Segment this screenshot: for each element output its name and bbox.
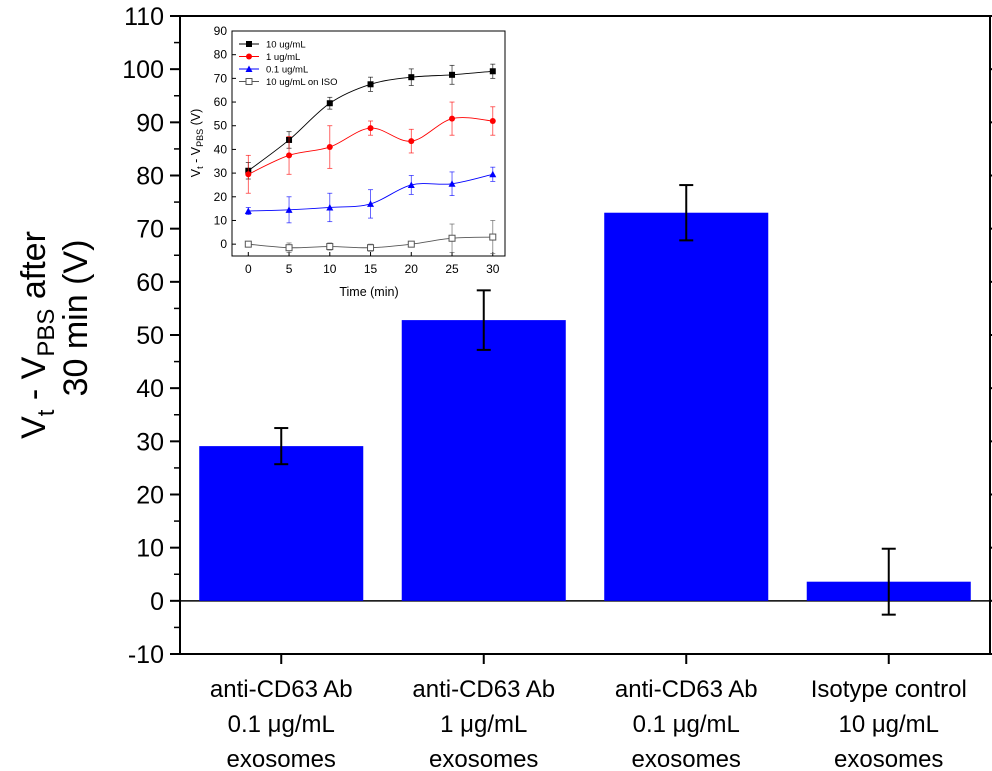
- inset-marker-circle: [367, 125, 374, 132]
- main-y-tick-label: 80: [136, 163, 164, 191]
- main-y-tick-label: 70: [136, 216, 164, 244]
- inset-marker-triangle: [244, 207, 252, 214]
- inset-legend-label: 0.1 ug/mL: [266, 65, 308, 76]
- main-y-tick-label: 0: [150, 588, 164, 616]
- inset-legend-label: 10 ug/mL: [266, 40, 306, 51]
- inset-marker-square: [408, 74, 415, 81]
- inset-marker-circle: [326, 144, 333, 151]
- inset-marker-square: [449, 71, 456, 78]
- inset-marker-open-square: [489, 233, 497, 241]
- category-label: exosomes: [227, 746, 336, 771]
- category-label: exosomes: [834, 746, 943, 771]
- bars: [199, 184, 971, 616]
- inset-y-tick-label: 30: [214, 166, 228, 180]
- inset-marker-open-square: [285, 244, 293, 252]
- main-y-tick-label: 50: [136, 322, 164, 350]
- inset-marker-open-square: [326, 243, 334, 251]
- inset-marker-square: [326, 100, 333, 107]
- main-y-tick-label: 110: [124, 3, 164, 31]
- category-label: anti-CD63 Ab: [412, 676, 555, 703]
- inset-marker-circle: [286, 152, 293, 159]
- inset-marker-triangle: [448, 180, 456, 187]
- category-label: exosomes: [632, 746, 741, 771]
- category-label: 1 μg/mL: [440, 711, 527, 738]
- category-label: Isotype control: [811, 676, 967, 703]
- inset-legend-label: 10 ug/mL on ISO: [266, 77, 337, 88]
- inset-marker-open-square: [244, 240, 252, 248]
- inset-marker-circle: [449, 115, 456, 122]
- category-labels: anti-CD63 Ab 0.1 μg/mL exosomes anti-CD63 A…: [210, 676, 967, 771]
- inset-marker-circle: [246, 53, 252, 60]
- inset-chart: 0 10 20 30 40 50 60 70 80 90 0 5 10 15 20 25 30 10 ug/m…: [189, 24, 506, 299]
- category-label: anti-CD63 Ab: [210, 676, 353, 703]
- inset-series-group: [244, 166, 497, 224]
- inset-y-label: Vt - VPBS (V): [189, 109, 205, 177]
- inset-marker-triangle: [285, 206, 293, 213]
- inset-marker-circle: [489, 118, 496, 124]
- main-y-label: Vt - VPBS after: [15, 231, 60, 439]
- inset-y-tick-label: 40: [214, 142, 228, 156]
- inset-marker-triangle: [367, 200, 375, 207]
- inset-x-tick-label: 0: [245, 262, 252, 276]
- bar: [401, 320, 566, 601]
- inset-x-tick-label: 10: [323, 262, 337, 276]
- inset-frame: [231, 30, 506, 257]
- inset-x-label: Time (min): [339, 285, 398, 299]
- inset-marker-open-square: [245, 78, 253, 85]
- inset-y-ticks: 0 10 20 30 40 50 60 70 80 90: [214, 24, 236, 251]
- inset-marker-square: [489, 68, 496, 75]
- inset-marker-open-square: [407, 240, 415, 248]
- main-y-tick-label: 60: [136, 269, 164, 297]
- main-y-label-line2: 30 min (V): [57, 240, 95, 397]
- inset-y-tick-label: 60: [214, 95, 228, 109]
- inset-x-tick-label: 20: [405, 262, 419, 276]
- inset-marker-triangle: [245, 65, 253, 72]
- inset-x-tick-label: 5: [286, 262, 293, 276]
- main-y-tick-label: -10: [128, 641, 164, 669]
- category-label: 0.1 μg/mL: [228, 711, 335, 738]
- category-label: 0.1 μg/mL: [633, 711, 740, 738]
- bar: [604, 212, 769, 601]
- inset-x-tick-label: 25: [445, 262, 459, 276]
- inset-marker-open-square: [367, 244, 375, 252]
- main-y-tick-label: 100: [122, 56, 164, 84]
- inset-y-tick-label: 80: [214, 48, 228, 62]
- inset-series-group: [245, 101, 496, 194]
- inset-legend-label: 1 ug/mL: [266, 52, 300, 63]
- inset-y-tick-label: 0: [220, 237, 227, 251]
- inset-marker-circle: [245, 171, 252, 178]
- inset-marker-square: [246, 41, 252, 47]
- main-y-tick-label: 40: [136, 375, 164, 403]
- main-y-tick-label: 20: [136, 482, 164, 510]
- inset-series: [244, 63, 497, 255]
- category-label: anti-CD63 Ab: [615, 676, 758, 703]
- category-label: exosomes: [429, 746, 538, 771]
- inset-y-tick-label: 50: [214, 119, 228, 133]
- inset-marker-circle: [408, 138, 415, 145]
- inset-x-tick-label: 30: [486, 262, 500, 276]
- inset-series-group: [244, 220, 497, 255]
- main-x-ticks: [280, 654, 890, 664]
- inset-y-tick-label: 20: [214, 190, 228, 204]
- category-label: 10 μg/mL: [838, 711, 939, 738]
- inset-y-tick-label: 90: [214, 24, 228, 38]
- main-y-tick-label: 10: [136, 535, 164, 563]
- inset-marker-triangle: [407, 181, 415, 188]
- inset-y-tick-label: 70: [214, 71, 228, 85]
- inset-marker-triangle: [326, 203, 334, 211]
- inset-marker-triangle: [489, 170, 497, 178]
- inset-y-tick-label: 10: [214, 213, 228, 227]
- inset-marker-open-square: [448, 234, 456, 242]
- inset-marker-square: [367, 81, 374, 88]
- bar: [199, 446, 364, 601]
- main-y-tick-label: 90: [136, 109, 164, 137]
- inset-x-tick-label: 15: [364, 262, 378, 276]
- main-y-tick-label: 30: [136, 428, 164, 456]
